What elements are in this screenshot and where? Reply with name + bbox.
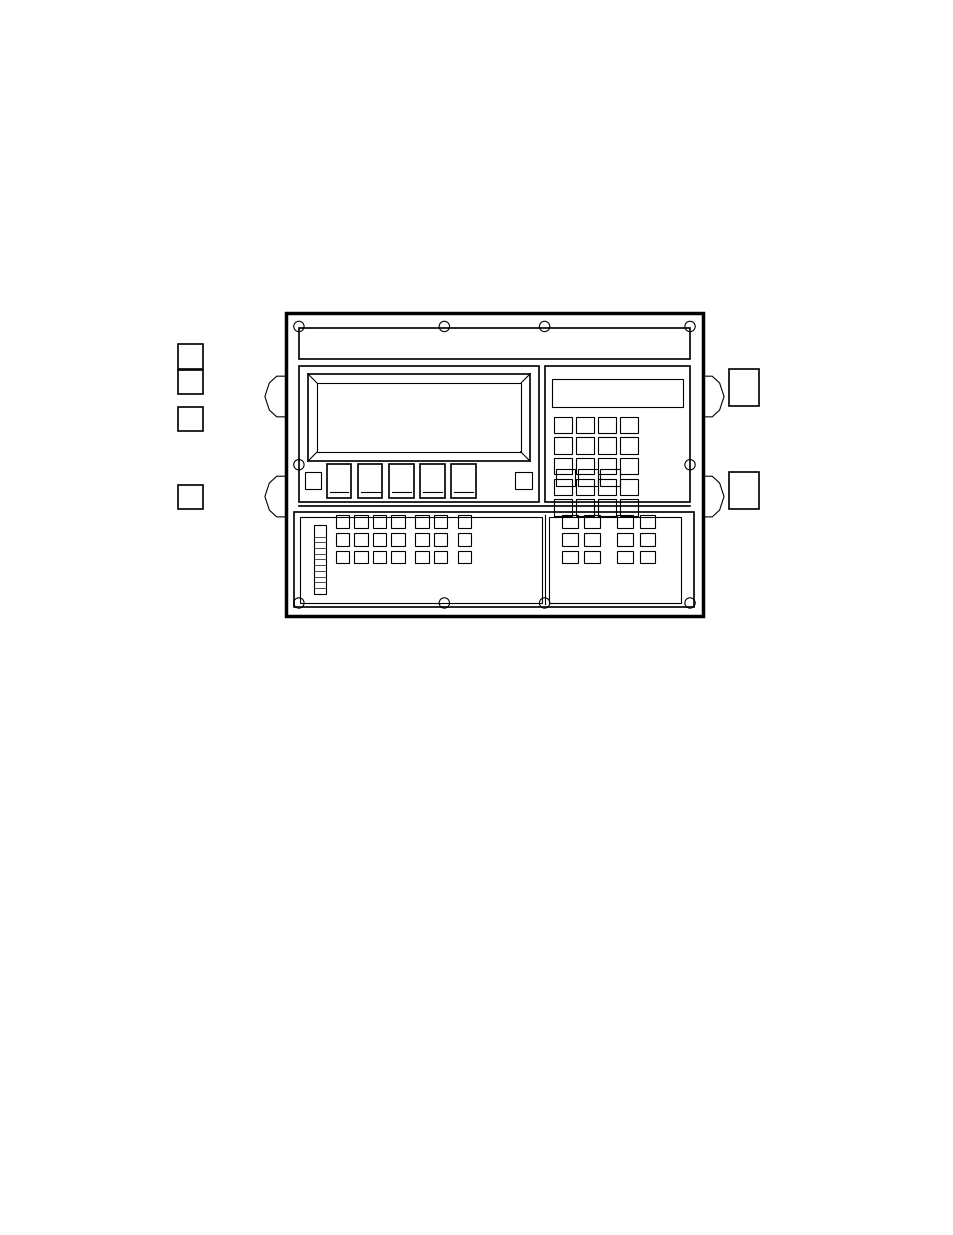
Bar (639, 515, 655, 527)
Bar (576, 437, 593, 453)
Bar (451, 464, 476, 498)
Bar (354, 534, 367, 546)
Bar (178, 484, 203, 509)
Bar (576, 416, 593, 433)
Bar (598, 499, 616, 516)
Bar (515, 472, 531, 489)
Bar (598, 416, 616, 433)
Bar (617, 551, 633, 563)
Bar (561, 534, 577, 546)
Bar (391, 515, 404, 527)
Bar (419, 464, 444, 498)
Bar (548, 517, 680, 603)
Bar (314, 525, 326, 594)
Bar (639, 551, 655, 563)
Bar (457, 515, 471, 527)
Bar (389, 464, 413, 498)
Bar (335, 534, 349, 546)
Bar (728, 472, 758, 509)
Bar (552, 379, 682, 408)
Bar (554, 499, 571, 516)
Bar (728, 368, 758, 405)
Bar (576, 458, 593, 474)
Bar (583, 534, 599, 546)
Bar (178, 345, 203, 368)
Bar (434, 534, 447, 546)
Bar (285, 314, 702, 616)
Bar (576, 499, 593, 516)
Bar (599, 469, 619, 485)
Bar (619, 437, 638, 453)
Bar (298, 367, 538, 501)
Bar (305, 472, 321, 489)
Bar (578, 469, 597, 485)
Bar (554, 458, 571, 474)
Bar (294, 511, 694, 608)
Bar (554, 437, 571, 453)
Bar (619, 479, 638, 495)
Bar (373, 515, 386, 527)
Bar (556, 469, 575, 485)
Bar (619, 416, 638, 433)
Bar (415, 515, 428, 527)
Bar (583, 515, 599, 527)
Bar (554, 416, 571, 433)
Bar (576, 479, 593, 495)
Bar (391, 534, 404, 546)
Bar (639, 534, 655, 546)
Bar (335, 515, 349, 527)
Bar (415, 551, 428, 563)
Bar (598, 437, 616, 453)
Bar (434, 551, 447, 563)
Bar (373, 534, 386, 546)
Bar (561, 515, 577, 527)
Bar (619, 458, 638, 474)
Bar (583, 551, 599, 563)
Bar (373, 551, 386, 563)
Bar (617, 534, 633, 546)
Bar (415, 534, 428, 546)
Bar (357, 464, 382, 498)
Bar (434, 515, 447, 527)
Bar (457, 534, 471, 546)
Bar (598, 479, 616, 495)
Bar (327, 464, 351, 498)
Bar (300, 517, 541, 603)
Bar (457, 551, 471, 563)
Bar (317, 383, 520, 452)
Bar (598, 458, 616, 474)
Bar (178, 408, 203, 431)
Bar (554, 479, 571, 495)
Bar (544, 367, 689, 501)
Bar (391, 551, 404, 563)
Bar (298, 329, 689, 359)
Bar (178, 370, 203, 394)
Bar (335, 551, 349, 563)
Bar (354, 515, 367, 527)
Bar (617, 515, 633, 527)
Bar (561, 551, 577, 563)
Bar (354, 551, 367, 563)
Bar (619, 499, 638, 516)
Bar (308, 374, 530, 462)
